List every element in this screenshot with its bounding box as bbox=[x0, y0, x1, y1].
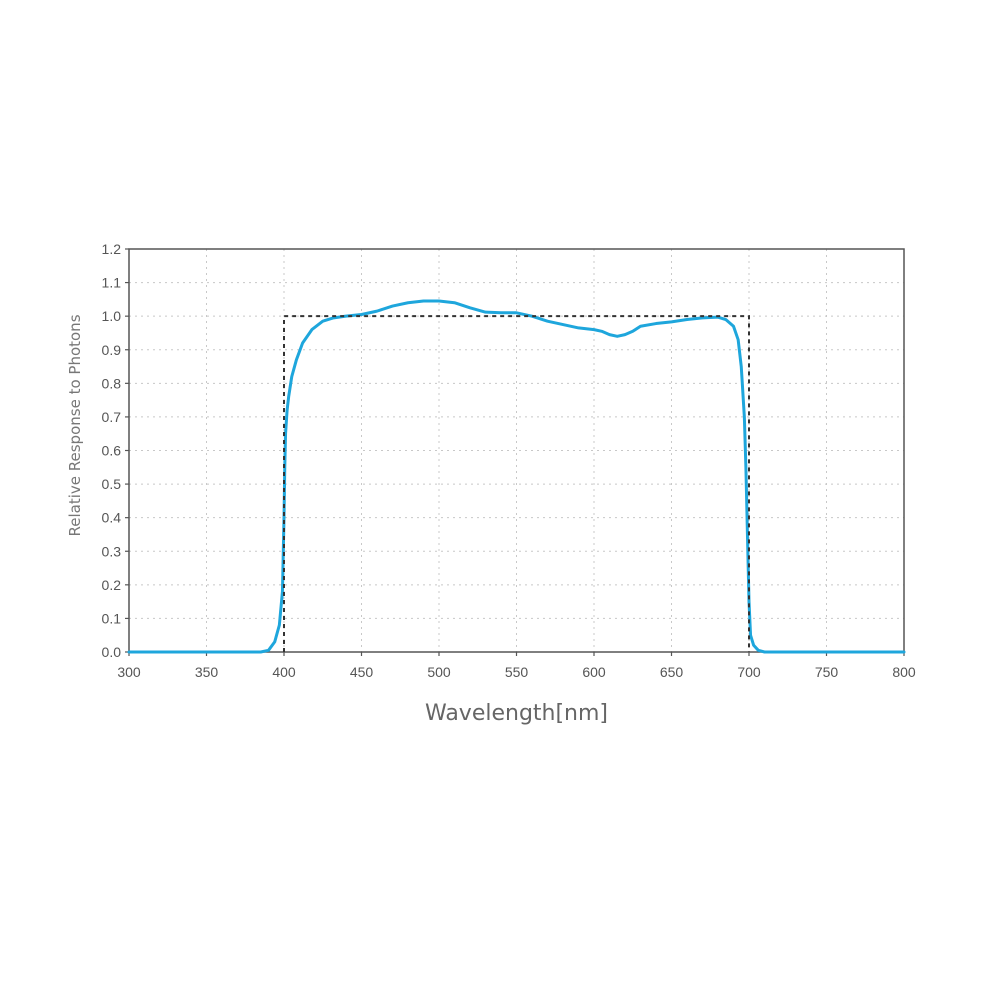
y-tick-label: 1.2 bbox=[102, 241, 122, 257]
y-tick-label: 0.6 bbox=[102, 443, 122, 459]
y-tick-label: 0.1 bbox=[102, 610, 122, 626]
response-curve-line bbox=[127, 299, 906, 654]
x-tick-label: 400 bbox=[272, 664, 296, 680]
ideal-bandpass-line bbox=[283, 315, 750, 652]
x-tick-label: 650 bbox=[660, 664, 684, 680]
x-tick-label: 350 bbox=[195, 664, 219, 680]
x-tick-label: 550 bbox=[505, 664, 529, 680]
x-axis-title: Wavelength[nm] bbox=[425, 701, 608, 726]
y-tick-label: 0.5 bbox=[102, 476, 122, 492]
x-tick-labels: 300 350 400 450 500 550 600 650 700 750 800 bbox=[117, 664, 916, 680]
y-tick-labels: 0.0 0.1 0.2 0.3 0.4 0.5 0.6 0.7 0.8 0.9 1.0 1.1 1.2 bbox=[102, 241, 122, 660]
y-tick-label: 0.8 bbox=[102, 375, 122, 391]
x-tick-label: 500 bbox=[427, 664, 451, 680]
x-tick-label: 600 bbox=[582, 664, 606, 680]
y-tick-label: 0.9 bbox=[102, 342, 122, 358]
x-tick-label: 450 bbox=[350, 664, 374, 680]
x-tick-label: 750 bbox=[815, 664, 839, 680]
y-tick-label: 1.0 bbox=[102, 308, 122, 324]
y-tick-label: 0.3 bbox=[102, 543, 122, 559]
y-tick-label: 0.2 bbox=[102, 577, 122, 593]
series bbox=[127, 299, 906, 654]
x-tick-label: 700 bbox=[737, 664, 761, 680]
y-tick-label: 0.0 bbox=[102, 644, 122, 660]
y-axis-title: Relative Response to Photons bbox=[66, 314, 84, 536]
y-tick-label: 1.1 bbox=[102, 275, 122, 291]
y-tick-label: 0.4 bbox=[102, 510, 122, 526]
x-tick-label: 300 bbox=[117, 664, 141, 680]
x-tick-label: 800 bbox=[892, 664, 916, 680]
y-tick-label: 0.7 bbox=[102, 409, 122, 425]
